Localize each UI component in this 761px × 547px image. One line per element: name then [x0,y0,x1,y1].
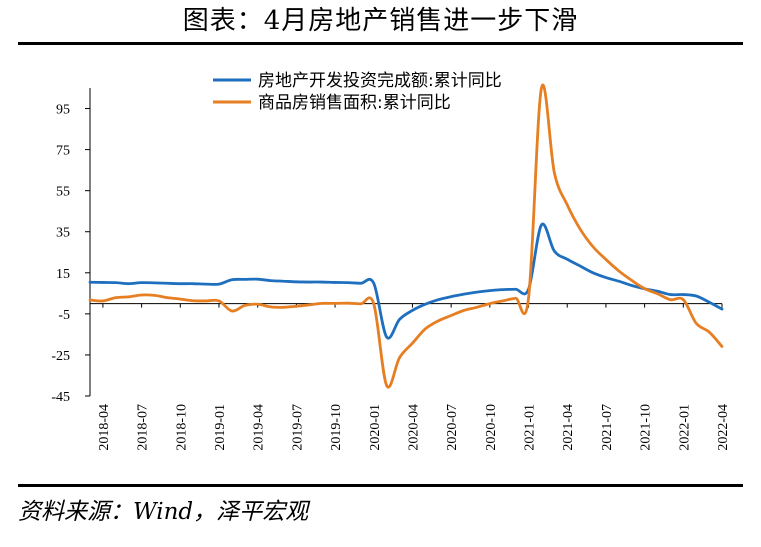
x-tick-label: 2020-10 [484,404,499,451]
x-tick-label: 2022-01 [677,404,692,451]
x-tick-label: 2018-07 [136,404,151,451]
y-tick-label: 15 [56,267,70,282]
y-tick-label: 35 [56,226,70,241]
x-tick-label: 2021-04 [561,404,576,451]
y-tick-label: 55 [56,185,70,200]
y-tick-label: -25 [51,349,70,364]
y-tick-label: 75 [56,144,70,159]
x-tick-label: 2019-01 [213,404,228,451]
sales-area-series-line [88,83,724,389]
x-tick-label: 2019-07 [290,404,305,451]
x-tick-label: 2021-01 [523,404,538,451]
plot-area [88,83,724,389]
x-tick-label: 2020-04 [406,404,421,451]
chart-title: 图表：4月房地产销售进一步下滑 [182,6,579,36]
y-tick-label: -45 [51,390,70,405]
x-tick-label: 2019-04 [252,404,267,451]
source-rule [18,484,743,487]
x-tick-label: 2022-04 [716,404,731,451]
x-tick-label: 2019-10 [329,404,344,451]
x-axis: 2018-04 2018-07 2018-10 2019-01 2019-04 2019-… [90,303,731,451]
legend-item-investment: 房地产开发投资完成额:累计同比 [213,71,502,91]
x-tick-label: 2021-07 [600,404,615,451]
source-note: 资料来源：Wind，泽平宏观 [18,499,309,525]
x-tick-label: 2018-04 [97,404,112,451]
x-tick-label: 2020-01 [368,404,383,451]
title-underline [18,42,743,45]
x-tick-label: 2021-10 [639,404,654,451]
investment-series-line [88,222,724,340]
y-axis: 95 75 55 35 15 -5 -25 -45 [51,88,91,405]
legend-label: 商品房销售面积:累计同比 [258,93,451,113]
x-tick-label: 2020-07 [445,404,460,451]
legend-label: 房地产开发投资完成额:累计同比 [258,71,502,91]
y-tick-label: 95 [56,103,70,118]
x-tick-label: 2018-10 [174,404,189,451]
legend-item-sales-area: 商品房销售面积:累计同比 [213,93,451,113]
y-tick-label: -5 [58,308,70,323]
